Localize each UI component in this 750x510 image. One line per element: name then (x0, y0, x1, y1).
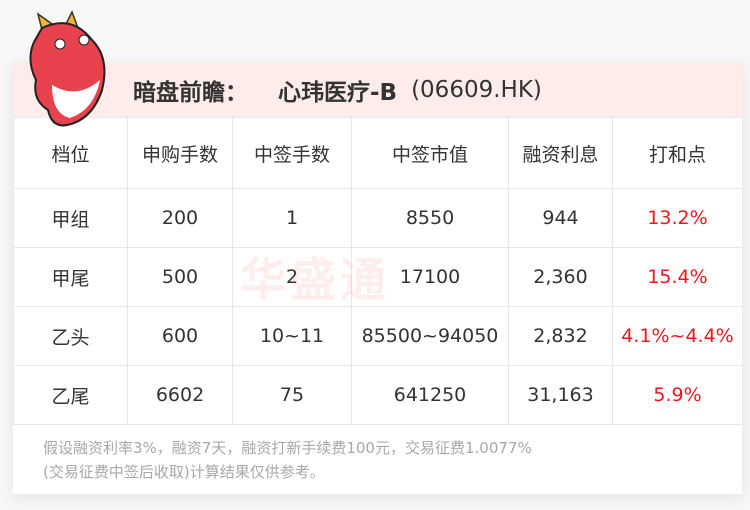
cell: 10~11 (232, 306, 352, 366)
cell: 6602 (127, 365, 233, 425)
cell: 85500~94050 (351, 306, 509, 366)
stock-name: 心玮医疗-B (278, 79, 398, 106)
column-header: 申购手数 (127, 117, 233, 189)
breakeven-cell: 15.4% (612, 247, 743, 307)
cell: 2,360 (508, 247, 613, 307)
table-row: 甲组 200 1 8550 944 13.2% (13, 188, 743, 248)
column-header: 中签市值 (351, 117, 509, 189)
cell: 甲组 (13, 188, 128, 248)
table-row: 乙尾 6602 75 641250 31,163 5.9% (13, 365, 743, 425)
cell: 乙尾 (13, 365, 128, 425)
stock-code: (06609.HK) (411, 76, 542, 103)
breakeven-cell: 4.1%~4.4% (612, 306, 743, 366)
card-header: 暗盘前瞻： 心玮医疗-B (06609.HK) (13, 62, 742, 117)
cell: 75 (232, 365, 352, 425)
footnote: 假设融资利率3%，融资7天，融资打新手续费100元，交易征费1.0077% (交… (13, 425, 742, 484)
column-header: 融资利息 (508, 117, 613, 189)
dragon-mascot-icon (29, 10, 106, 127)
allotment-table: 档位 申购手数 中签手数 中签市值 融资利息 打和点 甲组 200 1 8550 944… (13, 117, 743, 425)
table-header-row: 档位 申购手数 中签手数 中签市值 融资利息 打和点 (13, 117, 743, 189)
cell: 944 (508, 188, 613, 248)
ipo-card: 暗盘前瞻： 心玮医疗-B (06609.HK) 档位 申购手数 中签手数 中签市… (13, 62, 743, 494)
cell: 8550 (351, 188, 509, 248)
cell: 641250 (351, 365, 509, 425)
cell: 31,163 (508, 365, 613, 425)
footnote-line: (交易征费中签后收取)计算结果仅供参考。 (43, 463, 325, 481)
cell: 500 (127, 247, 233, 307)
cell: 甲尾 (13, 247, 128, 307)
column-header: 中签手数 (232, 117, 352, 189)
column-header: 档位 (13, 117, 128, 189)
breakeven-cell: 13.2% (612, 188, 743, 248)
cell: 17100 (351, 247, 509, 307)
cell: 600 (127, 306, 233, 366)
table-row: 甲尾 500 2 17100 2,360 15.4% (13, 247, 743, 307)
breakeven-cell: 5.9% (612, 365, 743, 425)
cell: 2,832 (508, 306, 613, 366)
header-label: 暗盘前瞻： (133, 79, 248, 106)
cell: 1 (232, 188, 352, 248)
cell: 200 (127, 188, 233, 248)
cell: 2 (232, 247, 352, 307)
table-row: 乙头 600 10~11 85500~94050 2,832 4.1%~4.4% (13, 306, 743, 366)
column-header: 打和点 (612, 117, 743, 189)
footnote-line: 假设融资利率3%，融资7天，融资打新手续费100元，交易征费1.0077% (43, 439, 532, 457)
cell: 乙头 (13, 306, 128, 366)
